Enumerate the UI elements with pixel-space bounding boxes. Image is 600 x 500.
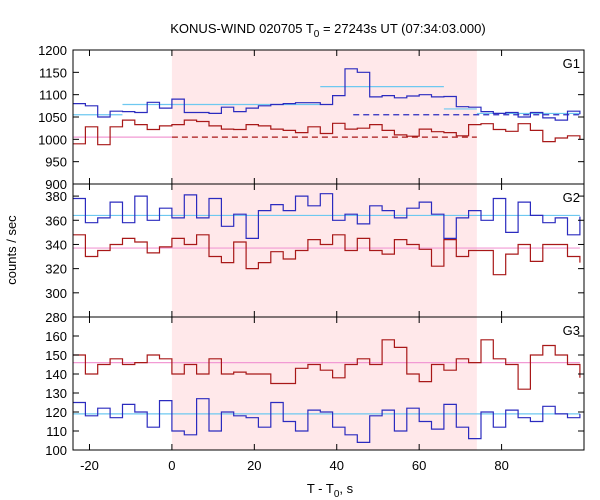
panel-g3: 100 110 120 130 140 150 160 G3 — [45, 316, 585, 458]
series-red-line — [73, 339, 581, 390]
panel-label: G3 — [563, 323, 580, 338]
x-tick-label: 0 — [168, 458, 175, 473]
xlabel-subscript: 0 — [334, 489, 340, 500]
panel-label: G1 — [563, 56, 580, 71]
series-red-line — [73, 234, 581, 276]
series-red-line — [73, 119, 581, 146]
y-tick-label: 1000 — [38, 132, 67, 147]
x-tick-label: 20 — [247, 458, 261, 473]
panel-label: G2 — [563, 190, 580, 205]
series-blue-line — [73, 398, 581, 443]
y-tick-label: 950 — [45, 155, 67, 170]
y-tick-label: 320 — [45, 262, 67, 277]
y-tick-label: 160 — [45, 329, 67, 344]
y-tick-label: 360 — [45, 213, 67, 228]
x-tick-label: 60 — [412, 458, 426, 473]
y-tick-label: 300 — [45, 286, 67, 301]
panel-data — [73, 68, 581, 146]
panel-data — [73, 193, 581, 276]
y-tick-label: 380 — [45, 189, 67, 204]
title-subscript: 0 — [314, 29, 320, 40]
y-tick-label: 140 — [45, 367, 67, 382]
y-tick-label: 110 — [46, 424, 67, 439]
panel-data — [73, 339, 581, 443]
xlabel-rest: , s — [339, 481, 353, 496]
y-tick-label: 130 — [45, 386, 67, 401]
chart-title: KONUS-WIND 020705 T0 = 27243s UT (07:34:… — [170, 21, 485, 40]
highlight-interval — [171, 317, 477, 450]
panel-g1: 900 950 1000 1050 1100 1150 1200 G1 — [38, 43, 585, 192]
xlabel-main: T - T — [307, 481, 334, 496]
y-tick-label: 150 — [45, 348, 67, 363]
title-rest: = 27243s UT (07:34:03.000) — [319, 21, 485, 36]
panel-g2: 280 300 320 340 360 380 G2 — [45, 183, 585, 325]
y-tick-label: 340 — [45, 237, 67, 252]
y-tick-label: 1200 — [38, 43, 67, 58]
y-tick-label: 120 — [45, 405, 67, 420]
y-tick-label: 900 — [45, 177, 67, 192]
series-blue-line — [73, 193, 581, 239]
y-tick-label: 100 — [45, 443, 67, 458]
y-tick-label: 1150 — [39, 65, 67, 80]
y-tick-label: 280 — [45, 310, 67, 325]
highlight-interval — [171, 184, 477, 317]
y-axis-label: counts / sec — [4, 215, 19, 285]
title-main: KONUS-WIND 020705 T — [170, 21, 314, 36]
panel-frame — [72, 316, 585, 451]
x-tick-label: 80 — [494, 458, 508, 473]
panels-group: 90095010001050110011501200G1280300320340… — [38, 43, 585, 473]
highlight-interval — [171, 50, 477, 184]
y-tick-label: 1100 — [39, 88, 67, 103]
series-blue-line — [73, 68, 581, 121]
x-axis-label: T - T0, s — [307, 481, 354, 500]
x-tick-label: 40 — [330, 458, 344, 473]
x-tick-label: -20 — [80, 458, 99, 473]
y-tick-label: 1050 — [38, 110, 67, 125]
